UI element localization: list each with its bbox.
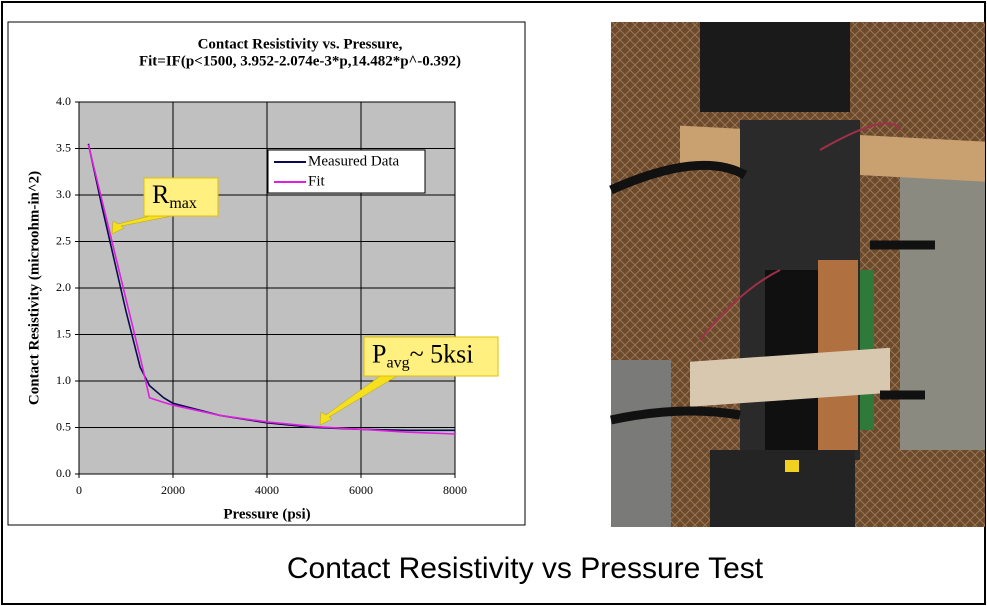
annotation-text: Rmax (152, 180, 197, 212)
annotation-main: P (372, 339, 386, 368)
y-tick-label: 0.0 (56, 466, 71, 480)
plot-frame (78, 101, 456, 475)
annotation-box (143, 177, 219, 217)
annotation-sub: avg (386, 354, 409, 371)
x-axis-label: Pressure (psi) (223, 506, 310, 522)
x-tick-label: 0 (76, 483, 82, 497)
annotation-arrow (319, 373, 398, 426)
y-tick-label: 2.5 (56, 233, 71, 247)
annotation-suffix: ~ 5ksi (410, 339, 474, 368)
legend-label: Fit (308, 173, 326, 189)
y-tick-label: 3.5 (56, 140, 71, 154)
photo (609, 22, 985, 527)
y-tick-label: 0.5 (56, 419, 71, 433)
caption: Contact Resistivity vs Pressure Test (287, 552, 764, 585)
annotation-main: R (152, 180, 170, 209)
chart-title: Fit=IF(p<1500, 3.952-2.074e-3*p,14.482*p… (139, 53, 461, 69)
chart-title: Contact Resistivity vs. Pressure, (198, 36, 403, 52)
y-tick-label: 4.0 (56, 94, 71, 108)
annotation-text: Pavg~ 5ksi (372, 339, 474, 371)
x-tick-label: 4000 (255, 483, 279, 497)
legend-label: Measured Data (308, 153, 400, 169)
y-tick-label: 1.0 (56, 373, 71, 387)
x-tick-label: 2000 (161, 483, 185, 497)
legend (267, 149, 426, 194)
x-tick-label: 6000 (349, 483, 373, 497)
annotation-box (363, 336, 499, 377)
y-tick-label: 2.0 (56, 280, 71, 294)
series-line (87, 144, 456, 435)
y-tick-label: 3.0 (56, 187, 71, 201)
annotation-sub: max (169, 195, 197, 212)
y-tick-label: 1.5 (56, 326, 71, 340)
x-tick-label: 8000 (443, 483, 467, 497)
y-axis-label: Contact Resistivity (microohm-in^2) (26, 171, 42, 405)
